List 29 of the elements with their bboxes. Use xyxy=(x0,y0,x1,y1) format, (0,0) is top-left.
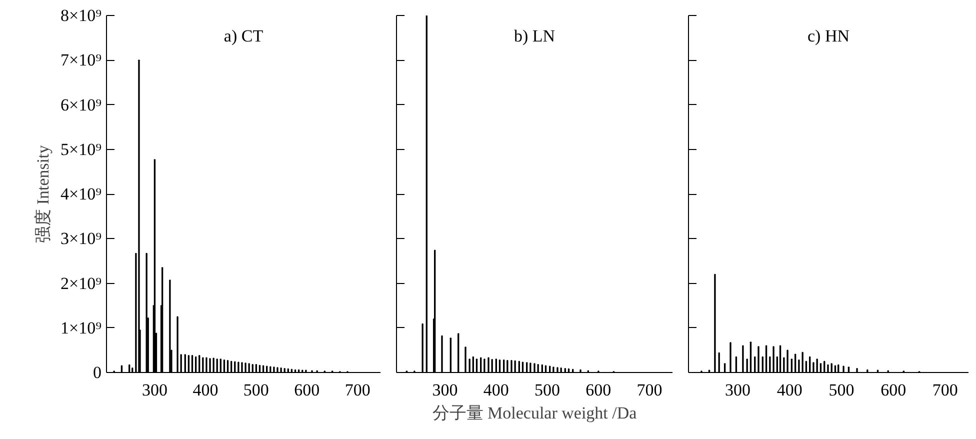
x-tick-label: 500 xyxy=(534,380,560,400)
y-tick-label: 2×10⁹ xyxy=(60,274,102,293)
x-tick-label: 700 xyxy=(344,380,370,400)
x-tick-label: 500 xyxy=(828,380,854,400)
y-tick-label: 4×10⁹ xyxy=(60,184,102,204)
x-tick-label: 400 xyxy=(483,380,509,400)
x-tick-label: 700 xyxy=(636,380,662,400)
text: c) HN xyxy=(807,26,850,46)
y-tick-label: 6×10⁹ xyxy=(60,95,102,114)
x-tick-label: 600 xyxy=(586,380,612,400)
x-tick-label: 600 xyxy=(880,380,906,400)
x-tick-label: 300 xyxy=(432,380,458,400)
y-tick-label: 3×10⁹ xyxy=(60,229,102,248)
text: a) CT xyxy=(224,26,264,46)
x-tick-label: 400 xyxy=(192,380,218,400)
y-axis-title: 强度 Intensity xyxy=(33,144,52,243)
x-tick-label: 600 xyxy=(294,380,320,400)
x-tick-label: 400 xyxy=(776,380,802,400)
x-tick-label: 500 xyxy=(243,380,269,400)
y-tick-label: 7×10⁹ xyxy=(60,50,102,70)
y-tick-label: 1×10⁹ xyxy=(60,318,102,338)
text: b) LN xyxy=(514,26,556,46)
x-tick-label: 700 xyxy=(932,380,958,400)
x-tick-label: 300 xyxy=(142,380,168,400)
x-tick-label: 300 xyxy=(725,380,751,400)
y-tick-label: 5×10⁹ xyxy=(60,140,102,159)
x-axis-title: 分子量 Molecular weight /Da xyxy=(432,404,638,422)
y-tick-label: 0 xyxy=(93,363,102,382)
y-tick-label: 8×10⁹ xyxy=(60,6,102,25)
